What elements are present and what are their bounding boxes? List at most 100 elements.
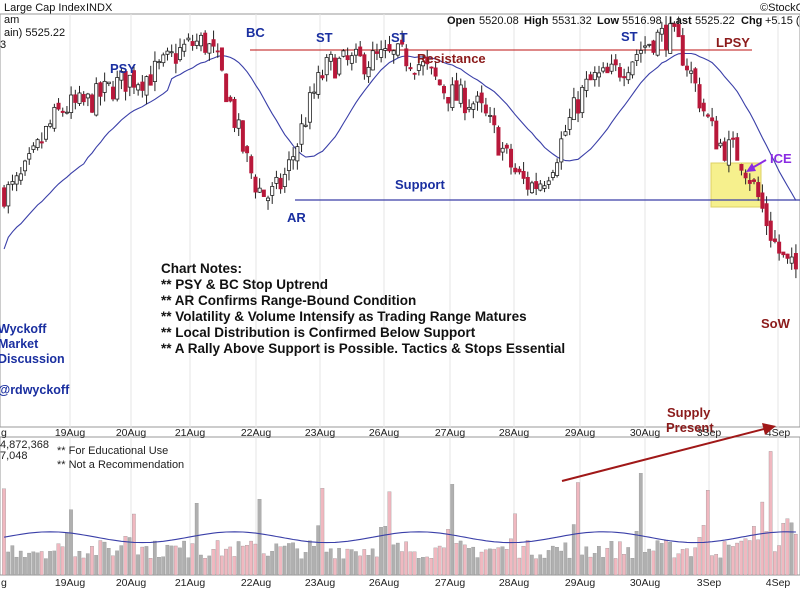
annotation-st-3: ST xyxy=(621,29,638,44)
volume-bar xyxy=(123,536,128,576)
candle-body xyxy=(437,79,442,86)
candle-body xyxy=(169,51,174,54)
volume-bar xyxy=(375,556,379,576)
candle-body xyxy=(333,57,338,79)
candle-body xyxy=(307,92,312,123)
candle-body xyxy=(643,45,648,48)
volume-bar xyxy=(437,545,442,576)
candle-body xyxy=(513,167,518,173)
candle-body xyxy=(178,47,183,61)
candle-body xyxy=(525,176,530,190)
volume-bar xyxy=(584,546,589,576)
candle-body xyxy=(546,180,551,185)
volume-bar xyxy=(714,554,719,576)
volume-bar xyxy=(328,548,333,576)
x-tick-label: 30Aug xyxy=(630,577,661,589)
candle-body xyxy=(555,162,560,176)
volume-bar xyxy=(701,525,706,576)
volume-bar xyxy=(119,545,124,576)
candle-body xyxy=(664,24,669,50)
candle-body xyxy=(542,185,547,189)
note-line-4: ** Local Distribution is Confirmed Below… xyxy=(161,325,476,340)
volume-bar xyxy=(550,545,555,576)
volume-bar xyxy=(752,526,756,576)
candle-body xyxy=(94,83,99,116)
volume-bar xyxy=(266,555,270,576)
volume-bar xyxy=(446,529,450,576)
candle-body xyxy=(111,86,116,100)
candle-body xyxy=(312,91,317,94)
candle-body xyxy=(726,139,731,166)
legend-line1: am xyxy=(4,14,19,26)
candle-body xyxy=(316,72,321,95)
x-tick-label: 19Aug xyxy=(55,577,86,589)
candle-body xyxy=(521,170,526,179)
candle-body xyxy=(684,65,689,71)
candle-body xyxy=(194,40,199,46)
candle-body xyxy=(529,182,534,194)
candle-body xyxy=(236,119,241,129)
candle-body xyxy=(165,50,170,55)
candle-body xyxy=(90,94,95,113)
volume-bar xyxy=(571,524,576,576)
candle-body xyxy=(69,94,74,113)
volume-bar xyxy=(647,548,651,576)
candle-body xyxy=(140,81,145,91)
candle-body xyxy=(245,146,250,154)
candle-body xyxy=(48,123,53,127)
volume-bar xyxy=(169,545,174,576)
candle-body xyxy=(152,60,157,83)
volume-bar xyxy=(220,555,224,576)
volume-bar xyxy=(379,527,383,576)
annotation-support: Support xyxy=(395,177,445,192)
volume-bar xyxy=(747,540,752,576)
vertical-gridlines xyxy=(69,14,779,575)
x-tick-label: 21Aug xyxy=(175,427,206,439)
volume-bar xyxy=(291,542,295,576)
volume-bar xyxy=(178,547,182,576)
volume-bar xyxy=(64,532,69,576)
price-panel-frame xyxy=(0,13,800,428)
candle-body xyxy=(39,141,44,144)
chg-label: Chg xyxy=(741,15,762,27)
sidebar-line-3: Discussion xyxy=(0,352,65,366)
candle-body xyxy=(408,67,413,70)
candle-body xyxy=(655,31,660,56)
candle-body xyxy=(756,182,761,198)
candle-body xyxy=(622,76,627,79)
volume-bar xyxy=(609,541,614,576)
candle-body xyxy=(27,153,32,160)
candle-body xyxy=(23,160,28,172)
volume-bar xyxy=(643,552,647,576)
x-tick-label: 4Sep xyxy=(766,427,791,439)
volume-bar xyxy=(458,540,463,576)
volume-bar xyxy=(421,557,425,576)
candle-body xyxy=(341,50,346,57)
annotation-supply: Supply xyxy=(667,405,711,420)
candle-body xyxy=(609,63,614,72)
volume-bar xyxy=(634,531,639,576)
volume-bar xyxy=(362,549,367,576)
candle-body xyxy=(232,98,237,128)
annotation-sow: SoW xyxy=(761,316,791,331)
volume-bar xyxy=(651,550,656,576)
volume-bar xyxy=(705,490,710,576)
candle-body xyxy=(559,138,564,163)
volume-bar xyxy=(148,558,153,576)
candle-body xyxy=(261,189,266,197)
candle-body xyxy=(215,50,220,53)
volume-bar xyxy=(73,556,78,576)
x-tick-label: 30Aug xyxy=(630,427,661,439)
high-label: High xyxy=(524,15,549,27)
candle-body xyxy=(483,104,488,114)
candle-body xyxy=(475,95,480,103)
x-tick-label: 23Aug xyxy=(305,577,336,589)
candle-body xyxy=(303,124,308,127)
candle-body xyxy=(354,48,359,56)
volume-bar xyxy=(559,550,564,576)
volume-bar xyxy=(462,544,467,576)
candle-body xyxy=(597,72,601,78)
volume-bar xyxy=(312,546,316,576)
volume-bar xyxy=(157,557,161,576)
volume-bar xyxy=(132,513,136,576)
